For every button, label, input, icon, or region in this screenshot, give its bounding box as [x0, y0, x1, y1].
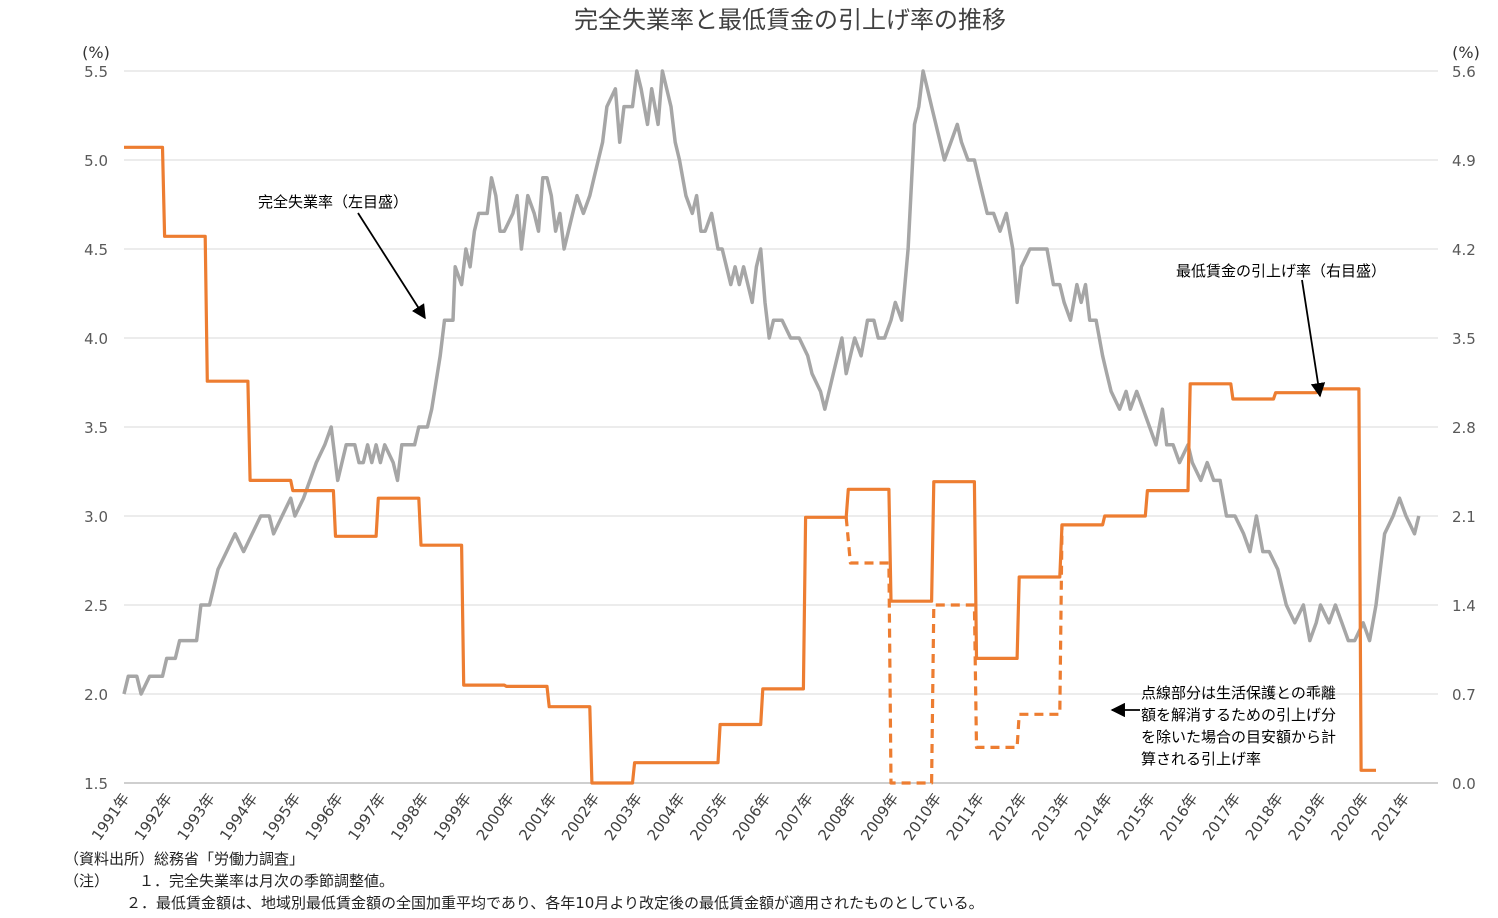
x-tick-label: 1998年 — [387, 790, 432, 844]
x-tick-label: 2011年 — [943, 790, 988, 844]
unemployment-label: 完全失業率（左目盛） — [258, 193, 408, 211]
left-tick-label: 3.0 — [84, 508, 108, 526]
dashed-note-line-2: 額を解消するための引上げ分 — [1141, 706, 1336, 724]
dashed-note-line-1: 点線部分は生活保護との乖離 — [1141, 684, 1336, 702]
x-tick-label: 2017年 — [1199, 790, 1244, 844]
x-tick-label: 2004年 — [644, 790, 689, 844]
x-tick-label: 2001年 — [515, 790, 560, 844]
left-tick-label: 1.5 — [84, 775, 108, 793]
x-tick-label: 2003年 — [601, 790, 646, 844]
x-tick-label: 2018年 — [1242, 790, 1287, 844]
right-tick-label: 4.9 — [1452, 152, 1476, 170]
right-tick-label: 4.2 — [1452, 241, 1476, 259]
x-tick-label: 1997年 — [344, 790, 389, 844]
note-label: （注） — [64, 872, 110, 890]
left-axis-unit: (%) — [82, 43, 110, 62]
source-note: （資料出所）総務省「労働力調査」 — [64, 850, 305, 868]
x-tick-label: 2008年 — [814, 790, 859, 844]
right-tick-label: 2.1 — [1452, 508, 1476, 526]
x-axis: 1991年1992年1993年1994年1995年1996年1997年1998年… — [88, 790, 1413, 844]
chart: 完全失業率と最低賃金の引上げ率の推移 (%) (%) 1.5 2.0 2.5 3.0 3… — [82, 6, 1480, 844]
right-tick-label: 3.5 — [1452, 330, 1476, 348]
wage-line — [124, 145, 1376, 785]
x-tick-label: 2002年 — [558, 790, 603, 844]
x-tick-label: 2009年 — [857, 790, 902, 844]
right-tick-label: 0.7 — [1452, 686, 1476, 704]
left-tick-label: 5.0 — [84, 152, 108, 170]
right-tick-label: 2.8 — [1452, 419, 1476, 437]
left-tick-label: 2.5 — [84, 597, 108, 615]
note-2: ２．最低賃金額は、地域別最低賃金額の全国加重平均であり、各年10月より改定後の最… — [126, 894, 984, 912]
unemployment-arrow — [357, 212, 426, 320]
right-tick-label: 1.4 — [1452, 597, 1476, 615]
chart-title: 完全失業率と最低賃金の引上げ率の推移 — [574, 6, 1006, 34]
dashed-note: 点線部分は生活保護との乖離 額を解消するための引上げ分 を除いた場合の目安額から… — [1141, 684, 1336, 768]
wage-arrow — [1301, 279, 1326, 398]
gridlines — [124, 70, 1438, 695]
right-tick-label: 0.0 — [1452, 775, 1476, 793]
dashed-note-line-4: 算される引上げ率 — [1141, 750, 1261, 768]
wage-dashed-line — [844, 517, 1064, 785]
x-tick-label: 2005年 — [686, 790, 731, 844]
right-axis-unit: (%) — [1452, 43, 1480, 62]
notes: （資料出所）総務省「労働力調査」 （注） １．完全失業率は月次の季節調整値。 ２．… — [64, 848, 984, 914]
note-1-row: （注） １．完全失業率は月次の季節調整値。 — [64, 870, 984, 892]
x-tick-label: 2012年 — [985, 790, 1030, 844]
x-tick-label: 1993年 — [173, 790, 218, 844]
note-1: １．完全失業率は月次の季節調整値。 — [139, 872, 395, 890]
x-tick-label: 2006年 — [729, 790, 774, 844]
x-tick-label: 2016年 — [1156, 790, 1201, 844]
x-tick-label: 2014年 — [1071, 790, 1116, 844]
x-tick-label: 2010年 — [900, 790, 945, 844]
x-tick-label: 2021年 — [1368, 790, 1413, 844]
x-tick-label: 1991年 — [88, 790, 133, 844]
unemployment-line — [122, 69, 1421, 696]
x-tick-label: 2013年 — [1028, 790, 1073, 844]
x-tick-label: 1992年 — [131, 790, 176, 844]
wage-label: 最低賃金の引上げ率（右目盛） — [1176, 262, 1386, 280]
x-tick-label: 2020年 — [1327, 790, 1372, 844]
left-tick-label: 5.5 — [84, 63, 108, 81]
left-tick-label: 2.0 — [84, 686, 108, 704]
x-tick-label: 1999年 — [430, 790, 475, 844]
left-tick-label: 4.0 — [84, 330, 108, 348]
x-tick-label: 1996年 — [302, 790, 347, 844]
x-tick-label: 2000年 — [473, 790, 518, 844]
x-tick-label: 1994年 — [216, 790, 261, 844]
x-tick-label: 2007年 — [772, 790, 817, 844]
dashed-note-line-3: を除いた場合の目安額から計 — [1141, 728, 1336, 746]
x-tick-label: 1995年 — [259, 790, 304, 844]
right-axis: 0.0 0.7 1.4 2.1 2.8 3.5 4.2 4.9 5.6 — [1452, 63, 1476, 793]
left-tick-label: 3.5 — [84, 419, 108, 437]
left-axis: 1.5 2.0 2.5 3.0 3.5 4.0 4.5 5.0 5.5 — [84, 63, 108, 793]
x-tick-label: 2019年 — [1285, 790, 1330, 844]
right-tick-label: 5.6 — [1452, 63, 1476, 81]
series-group — [122, 69, 1421, 785]
left-tick-label: 4.5 — [84, 241, 108, 259]
x-tick-label: 2015年 — [1114, 790, 1159, 844]
